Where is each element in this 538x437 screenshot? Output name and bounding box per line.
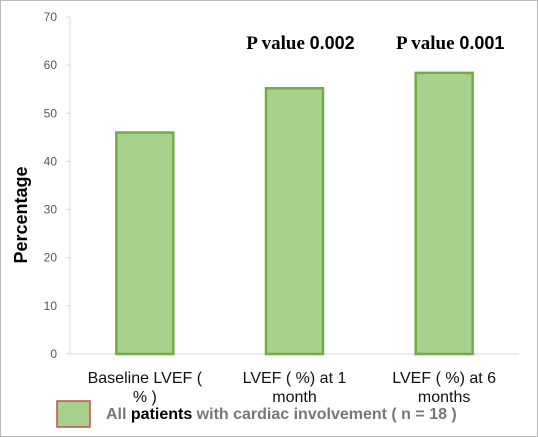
y-tick-label: 50 <box>44 106 58 120</box>
y-tick-label: 70 <box>44 10 58 24</box>
y-tick-label: 0 <box>50 347 57 361</box>
x-tick-label: LVEF ( %) at 1 month <box>243 370 347 406</box>
legend: All patients with cardiac involvement ( … <box>56 400 457 428</box>
bar <box>115 131 175 356</box>
y-tick-label: 20 <box>44 251 58 265</box>
bar <box>414 71 474 356</box>
p-value-annotation: P value 0.001 <box>396 33 504 54</box>
bar <box>264 87 325 356</box>
x-axis-ticks: Baseline LVEF (% ) LVEF ( %) at 1 month LVE… <box>88 370 497 406</box>
legend-swatch <box>56 400 91 428</box>
bars <box>115 71 474 356</box>
y-tick-label: 10 <box>44 299 58 313</box>
x-tick-label: Baseline LVEF (% ) <box>88 370 203 406</box>
p-value-annotation: P value 0.002 <box>246 33 354 54</box>
y-tick-label: 40 <box>44 154 58 168</box>
p-value-annotations: P value 0.002 P value 0.001 <box>246 33 504 54</box>
x-tick-label: LVEF ( %) at 6 months <box>392 370 496 406</box>
y-axis-title: Percentage <box>11 166 31 263</box>
y-tick-label: 60 <box>44 58 58 72</box>
y-tick-label: 30 <box>44 203 58 217</box>
legend-label: All patients with cardiac involvement ( … <box>106 406 457 423</box>
